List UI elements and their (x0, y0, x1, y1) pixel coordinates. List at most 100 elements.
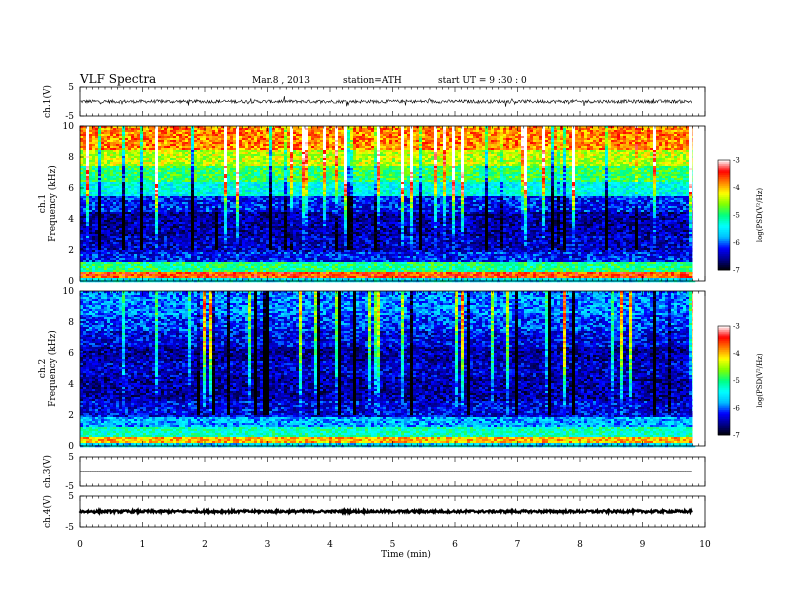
panel-ch1-spec-cell (218, 232, 222, 235)
panel-ch1-spec-cell (215, 236, 219, 239)
panel-ch1-spec-cell (194, 246, 198, 249)
panel-ch1-spec-cell (212, 194, 216, 197)
panel-ch1-spec-cell (86, 278, 90, 281)
panel-ch1-spec-cell (194, 268, 198, 271)
panel-ch1-spec-cell (92, 256, 96, 259)
panel-ch1-spec-cell (116, 170, 120, 173)
panel-ch1-spec-cell (113, 258, 117, 261)
panel-ch1-spec-cell (89, 174, 93, 177)
panel-ch1-spec-cell (203, 196, 207, 199)
panel-ch1-spec-cell (197, 178, 201, 181)
panel-ch1-spec-cell (86, 130, 90, 133)
panel-ch1-spec-cell (98, 206, 102, 209)
panel-ch1-spec-cell (122, 242, 126, 245)
panel-ch1-spec-cell (233, 262, 237, 265)
panel-ch1-spec-cell (119, 266, 123, 269)
panel-ch1-spec-cell (146, 240, 150, 243)
panel-ch1-spec-cell (197, 176, 201, 179)
panel-ch1-spec-cell (158, 220, 162, 223)
panel-ch1-spec-cell (245, 152, 249, 155)
panel-ch1-spec-cell (188, 226, 192, 229)
panel-ch1-spec-cell (200, 192, 204, 195)
panel-ch1-spec-cell (113, 226, 117, 229)
panel-ch1-spec-cell (245, 130, 249, 133)
panel-ch1-spec-cell (221, 146, 225, 149)
panel-ch1-spec-cell (224, 256, 228, 259)
panel-ch1-spec-cell (95, 134, 99, 137)
panel-ch1-spec-cell (83, 196, 87, 199)
panel-ch1-spec-cell (209, 240, 213, 243)
panel-ch1-spec-cell (137, 252, 141, 255)
panel-ch1-spec-cell (224, 136, 228, 139)
panel-ch1-spec-cell (101, 184, 105, 187)
panel-ch1-spec-cell (257, 130, 261, 133)
panel-ch1-spec-cell (119, 196, 123, 199)
panel-ch1-spec-cell (140, 178, 144, 181)
panel-ch1-spec-cell (125, 266, 129, 269)
panel-ch1-spec-cell (137, 272, 141, 275)
panel-ch1-spec-cell (257, 272, 261, 275)
panel-ch1-spec-cell (149, 164, 153, 167)
start-ut-label: start UT = 9 :30 : 0 (438, 76, 527, 86)
panel-ch1-spec-cell (89, 232, 93, 235)
panel-ch1-spec-cell (218, 156, 222, 159)
panel-ch1-spec-cell (170, 154, 174, 157)
panel-ch1-spec-cell (125, 196, 129, 199)
panel-ch1-spec-cell (173, 266, 177, 269)
panel-ch1-spec-cell (125, 158, 129, 161)
panel-ch1-spec-cell (107, 216, 111, 219)
panel-ch1-spec-cell (92, 264, 96, 267)
panel-ch1-spec-cell (155, 236, 159, 239)
panel-ch1-spec-cell (188, 166, 192, 169)
panel-ch1-spec-cell (209, 258, 213, 261)
panel-ch1-spec-cell (125, 202, 129, 205)
panel-ch1-spec-cell (212, 268, 216, 271)
panel-ch1-spec-cell (86, 196, 90, 199)
panel-ch1-spec-cell (218, 190, 222, 193)
panel-ch1-spec-cell (134, 150, 138, 153)
panel-ch1-spec-cell (176, 128, 180, 131)
panel-ch1-spec-cell (185, 202, 189, 205)
panel-ch1-spec-cell (140, 192, 144, 195)
panel-ch1-spec-cell (158, 136, 162, 139)
panel-ch1-spec-cell (230, 184, 234, 187)
panel-ch1-spec-cell (161, 184, 165, 187)
panel-ch1-spec-cell (197, 272, 201, 275)
panel-ch1-spec-cell (263, 158, 267, 161)
panel-ch1-spec-cell (188, 238, 192, 241)
panel-ch1-spec-cell (119, 208, 123, 211)
panel-ch1-spec-cell (209, 126, 213, 129)
panel-ch1-spec-cell (251, 272, 255, 275)
panel-ch1-spec-cell (161, 228, 165, 231)
panel-ch1-spec-cell (170, 136, 174, 139)
panel-ch1-spec-cell (107, 194, 111, 197)
panel-ch1-spec-cell (116, 158, 120, 161)
panel-ch1-spec-cell (134, 210, 138, 213)
panel-ch1-spec-cell (101, 264, 105, 267)
panel-ch1-spec-cell (122, 246, 126, 249)
panel-ch1-spec-cell (89, 240, 93, 243)
panel-ch1-spec-cell (155, 198, 159, 201)
panel-ch1-spec-cell (119, 140, 123, 143)
panel-ch1-spec-cell (191, 138, 195, 141)
panel-ch1-spec-cell (191, 194, 195, 197)
panel-ch1-spec-cell (86, 248, 90, 251)
panel-ch1-spec-cell (206, 224, 210, 227)
panel-ch1-spec-cell (137, 142, 141, 145)
panel-ch1-spec-cell (140, 248, 144, 251)
panel-ch1-spec-cell (140, 238, 144, 241)
panel-ch1-spec-cell (179, 206, 183, 209)
panel-ch1-spec-cell (209, 266, 213, 269)
panel-ch1-spec-cell (134, 164, 138, 167)
panel-ch1-spec-cell (245, 248, 249, 251)
panel-ch1-spec-cell (203, 188, 207, 191)
panel-ch1-spec-cell (110, 170, 114, 173)
panel-ch1-spec-cell (146, 270, 150, 273)
panel-ch1-spec-cell (254, 272, 258, 275)
panel-ch1-spec-cell (197, 156, 201, 159)
panel-ch1-spec-cell (161, 272, 165, 275)
panel-ch1-spec-cell (170, 254, 174, 257)
panel-ch1-spec-cell (143, 240, 147, 243)
panel-ch1-spec-cell (188, 246, 192, 249)
panel-ch1-spec-cell (128, 194, 132, 197)
